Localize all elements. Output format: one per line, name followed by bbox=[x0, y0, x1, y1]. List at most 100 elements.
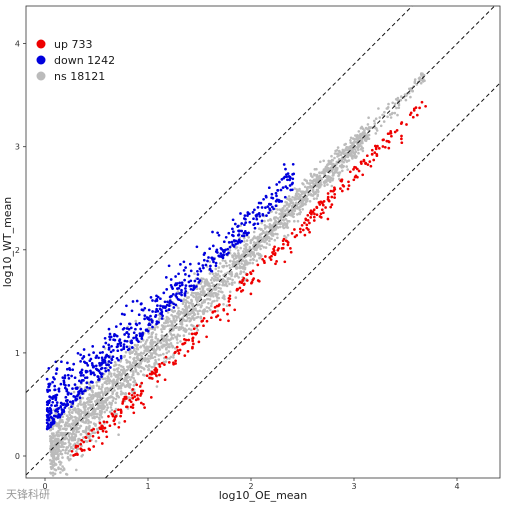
data-point bbox=[100, 356, 104, 360]
data-point bbox=[306, 213, 310, 217]
data-point bbox=[267, 186, 271, 190]
data-point bbox=[76, 441, 79, 444]
data-point bbox=[196, 312, 200, 316]
data-point bbox=[163, 327, 166, 331]
data-point bbox=[103, 359, 107, 362]
data-point bbox=[51, 380, 54, 384]
data-point bbox=[297, 212, 301, 215]
data-point bbox=[68, 444, 71, 447]
data-point bbox=[165, 347, 168, 351]
data-point bbox=[214, 293, 218, 297]
data-point bbox=[190, 323, 193, 327]
data-point bbox=[315, 213, 319, 217]
data-point bbox=[188, 332, 191, 336]
data-point bbox=[139, 345, 143, 348]
data-point bbox=[187, 274, 191, 278]
data-point bbox=[312, 191, 316, 195]
data-point bbox=[135, 333, 138, 337]
data-point bbox=[138, 353, 141, 357]
data-point bbox=[276, 248, 280, 252]
data-point bbox=[90, 400, 93, 404]
data-point bbox=[215, 299, 219, 302]
data-point bbox=[329, 161, 333, 164]
data-point bbox=[146, 360, 149, 364]
data-point bbox=[289, 247, 292, 250]
data-point bbox=[99, 391, 102, 395]
data-point bbox=[170, 344, 174, 347]
data-point bbox=[360, 146, 364, 150]
data-point bbox=[339, 187, 342, 190]
data-point bbox=[202, 258, 206, 262]
data-point bbox=[155, 385, 159, 388]
data-point bbox=[133, 395, 137, 398]
data-point bbox=[70, 432, 74, 436]
data-point bbox=[71, 411, 74, 415]
data-point bbox=[167, 350, 171, 353]
data-point bbox=[54, 445, 57, 449]
data-point bbox=[103, 366, 107, 370]
data-point bbox=[334, 168, 338, 171]
data-point bbox=[157, 358, 161, 361]
data-point bbox=[72, 422, 75, 425]
data-point bbox=[80, 390, 84, 394]
data-point bbox=[53, 468, 56, 471]
data-point bbox=[132, 336, 135, 340]
data-point bbox=[161, 306, 165, 309]
points-layer bbox=[45, 72, 427, 477]
data-point bbox=[308, 186, 311, 189]
data-point bbox=[133, 349, 136, 352]
data-point bbox=[150, 352, 153, 356]
data-point bbox=[141, 308, 145, 312]
data-point bbox=[187, 338, 191, 342]
data-point bbox=[357, 130, 361, 133]
data-point bbox=[316, 182, 320, 185]
data-point bbox=[128, 345, 131, 348]
data-point bbox=[359, 142, 362, 146]
data-point bbox=[318, 174, 322, 178]
data-point bbox=[60, 452, 64, 456]
data-point bbox=[270, 192, 274, 196]
data-point bbox=[282, 163, 286, 166]
data-point bbox=[276, 222, 280, 225]
data-point bbox=[127, 327, 131, 331]
data-point bbox=[391, 101, 395, 105]
data-point bbox=[188, 262, 192, 266]
data-point bbox=[203, 310, 206, 313]
data-point bbox=[153, 340, 156, 344]
data-point bbox=[140, 381, 144, 385]
data-point bbox=[116, 349, 120, 353]
data-point bbox=[267, 211, 270, 215]
data-point bbox=[368, 126, 372, 130]
data-point bbox=[324, 179, 328, 183]
data-point bbox=[164, 276, 168, 279]
data-point bbox=[136, 393, 139, 397]
data-point bbox=[122, 345, 126, 349]
data-point bbox=[282, 222, 286, 225]
data-point bbox=[143, 306, 147, 310]
data-point bbox=[256, 222, 260, 226]
data-point bbox=[208, 287, 212, 290]
data-point bbox=[119, 381, 122, 385]
data-point bbox=[251, 211, 255, 214]
data-point bbox=[59, 467, 63, 471]
data-point bbox=[293, 219, 296, 223]
data-point bbox=[100, 427, 104, 431]
data-point bbox=[112, 349, 115, 352]
data-point bbox=[251, 261, 254, 265]
data-point bbox=[137, 313, 141, 317]
data-point bbox=[50, 441, 53, 444]
data-point bbox=[326, 163, 330, 166]
data-point bbox=[291, 177, 295, 181]
data-point bbox=[53, 440, 56, 443]
data-point bbox=[65, 418, 69, 421]
data-point bbox=[193, 317, 196, 320]
data-point bbox=[191, 336, 195, 340]
data-point bbox=[113, 412, 116, 416]
data-point bbox=[326, 192, 330, 195]
data-point bbox=[145, 349, 149, 353]
data-point bbox=[48, 399, 52, 402]
data-point bbox=[72, 390, 76, 394]
data-point bbox=[78, 379, 81, 383]
watermark: 天锋科研 bbox=[6, 488, 50, 501]
data-point bbox=[100, 375, 103, 378]
